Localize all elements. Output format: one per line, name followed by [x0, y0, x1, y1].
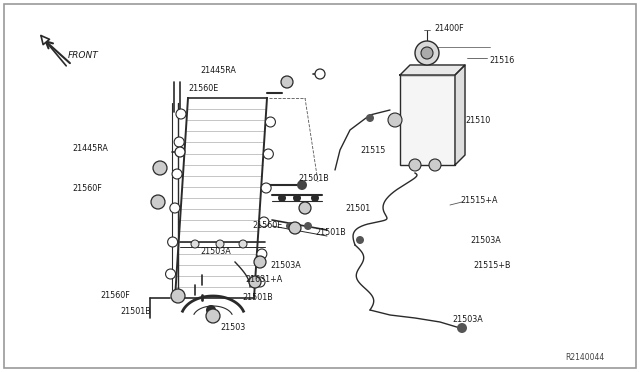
Circle shape	[168, 237, 178, 247]
Circle shape	[171, 289, 185, 303]
Circle shape	[388, 113, 402, 127]
Circle shape	[259, 217, 269, 227]
Circle shape	[255, 277, 265, 287]
Text: 21503: 21503	[220, 324, 245, 333]
Circle shape	[278, 194, 286, 202]
Circle shape	[191, 240, 199, 248]
Circle shape	[153, 161, 167, 175]
Circle shape	[254, 256, 266, 268]
Text: 21516: 21516	[489, 55, 515, 64]
Text: FRONT: FRONT	[68, 51, 99, 60]
Text: 21510: 21510	[465, 115, 490, 125]
Text: 21503A: 21503A	[200, 247, 231, 257]
Circle shape	[311, 194, 319, 202]
Polygon shape	[455, 65, 465, 165]
Circle shape	[366, 114, 374, 122]
Circle shape	[172, 169, 182, 179]
Text: 21515+A: 21515+A	[460, 196, 497, 205]
Circle shape	[264, 149, 273, 159]
Circle shape	[151, 195, 165, 209]
Text: 21515: 21515	[360, 145, 385, 154]
Circle shape	[216, 240, 224, 248]
Text: 21503A: 21503A	[470, 235, 500, 244]
Text: 21560E: 21560E	[252, 221, 282, 230]
Circle shape	[206, 305, 216, 315]
Text: 21501B: 21501B	[315, 228, 346, 237]
Text: 21560E: 21560E	[188, 83, 218, 93]
Circle shape	[257, 249, 267, 259]
Text: 21501B: 21501B	[242, 294, 273, 302]
Circle shape	[429, 159, 441, 171]
Text: 21445RA: 21445RA	[200, 65, 236, 74]
Bar	[400, 75, 455, 165]
Circle shape	[261, 183, 271, 193]
Circle shape	[174, 137, 184, 147]
Circle shape	[239, 240, 247, 248]
Circle shape	[299, 202, 311, 214]
Circle shape	[175, 147, 185, 157]
Circle shape	[266, 117, 275, 127]
Circle shape	[356, 236, 364, 244]
Text: 21501B: 21501B	[120, 308, 151, 317]
Circle shape	[170, 203, 180, 213]
Text: 21515+B: 21515+B	[473, 260, 511, 269]
Circle shape	[289, 222, 301, 234]
Circle shape	[421, 47, 433, 59]
Circle shape	[293, 194, 301, 202]
Text: R2140044: R2140044	[565, 353, 604, 362]
Circle shape	[281, 76, 293, 88]
Circle shape	[457, 323, 467, 333]
Text: 21445RA: 21445RA	[72, 144, 108, 153]
Circle shape	[206, 309, 220, 323]
Text: 21501: 21501	[345, 203, 371, 212]
Circle shape	[415, 41, 439, 65]
Text: 21400F: 21400F	[434, 23, 463, 32]
Text: 21503A: 21503A	[270, 260, 301, 269]
Circle shape	[176, 109, 186, 119]
Circle shape	[166, 269, 175, 279]
Text: 21503A: 21503A	[452, 315, 483, 324]
Circle shape	[409, 159, 421, 171]
Text: 21560F: 21560F	[100, 291, 130, 299]
Text: 21560F: 21560F	[72, 183, 102, 192]
Circle shape	[297, 180, 307, 190]
Circle shape	[286, 222, 294, 230]
Text: 21501B: 21501B	[298, 173, 329, 183]
Circle shape	[304, 222, 312, 230]
Circle shape	[249, 276, 261, 288]
Text: 21631+A: 21631+A	[245, 276, 282, 285]
Circle shape	[315, 69, 325, 79]
Polygon shape	[400, 65, 465, 75]
